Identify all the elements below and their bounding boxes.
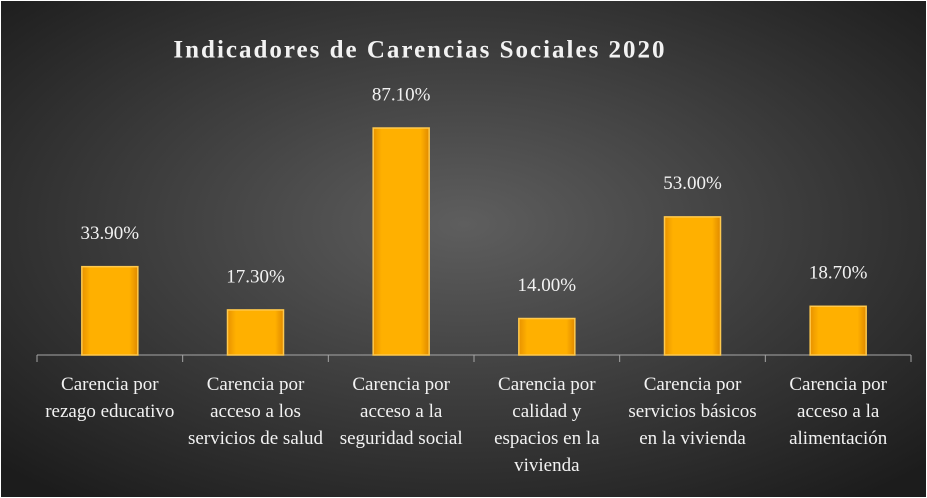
value-label: 87.10% [372, 84, 431, 105]
value-label: 53.00% [663, 173, 722, 194]
bar [372, 127, 430, 356]
value-label: 17.30% [226, 266, 285, 287]
x-tick-label: Carencia por servicios básicos en la vivie… [628, 374, 756, 449]
x-tick-label: Carencia por acceso a la seguridad social [340, 374, 463, 449]
bar [663, 216, 722, 356]
x-tick-label: Carencia por rezago educativo [45, 374, 174, 422]
x-tick-label: Carencia por acceso a los servicios de sal… [188, 374, 324, 449]
chart-title: Indicadores de Carencias Sociales 2020 [173, 37, 666, 64]
value-label: 14.00% [518, 275, 577, 296]
value-label: 33.90% [81, 223, 140, 244]
bar [81, 265, 139, 356]
bar [809, 305, 867, 356]
x-tick-label: Carencia por calidad y espacios en la vivie… [494, 374, 600, 476]
bar [518, 317, 576, 356]
x-tick-label: Carencia por acceso a la alimentación [789, 374, 888, 449]
value-label: 18.70% [809, 263, 868, 284]
bar [226, 309, 285, 356]
